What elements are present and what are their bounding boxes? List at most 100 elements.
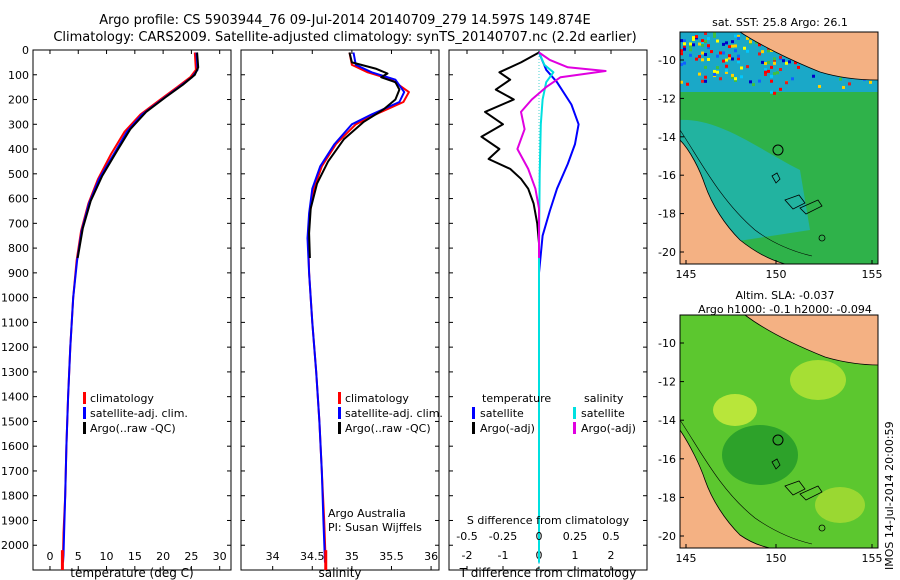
argo-float-marker <box>772 144 784 156</box>
sst-pixel <box>683 39 686 43</box>
sla-low-1 <box>722 425 798 485</box>
sst-pixel <box>728 45 731 49</box>
sst-pixel <box>683 42 686 46</box>
sst-pixel <box>740 75 743 79</box>
sst-pixel <box>704 53 707 57</box>
sst-pixel <box>707 44 710 48</box>
depth-tick-label: 1000 <box>1 292 29 305</box>
sst-pixel <box>794 61 797 65</box>
depth-tick-label: 1800 <box>1 490 29 503</box>
sst-pixel <box>737 60 740 64</box>
depth-tick-label: 1200 <box>1 341 29 354</box>
figure-title-line1: Argo profile: CS 5903944_76 09-Jul-2014 … <box>99 13 590 28</box>
sst-pixel <box>737 57 740 61</box>
sst-pixel <box>701 43 704 47</box>
sst-pixel <box>710 50 713 54</box>
sst-pixel <box>773 91 776 95</box>
sst-pixel <box>839 77 842 81</box>
sst-pixel <box>737 34 740 38</box>
legend-swatch-s-argo <box>573 422 576 434</box>
x-tick-label: 20 <box>156 550 170 563</box>
sst-reef-1 <box>771 172 823 215</box>
series-line-s-argo-adj- <box>516 51 607 258</box>
x-tick-label: 15 <box>128 550 142 563</box>
sst-pixel <box>704 65 707 69</box>
depth-tick-label: 1300 <box>1 366 29 379</box>
s-tick-label: -0.5 <box>456 530 477 543</box>
sst-pixel <box>704 32 707 35</box>
depth-tick-label: 1400 <box>1 391 29 404</box>
sst-pixel <box>695 57 698 61</box>
sst-depth-contour <box>680 129 813 257</box>
sst-pixel <box>701 79 704 83</box>
map-y-tick-label: -12 <box>658 92 676 105</box>
legend-label-argo: Argo(..raw -QC) <box>345 422 431 435</box>
temperature-lines <box>60 52 200 570</box>
argo-australia-label: Argo Australia <box>328 507 406 520</box>
sst-pixel <box>842 85 845 89</box>
sst-pixel <box>779 55 782 59</box>
sst-pixel <box>731 57 734 61</box>
sst-pixel <box>707 37 710 41</box>
sst-pixel <box>782 59 785 63</box>
t-difference-xlabel: T difference from climatology <box>459 566 637 580</box>
series-line-satellite-adj-clim- <box>306 52 406 563</box>
sst-pixel <box>722 59 725 63</box>
depth-tick-label: 1600 <box>1 440 29 453</box>
sst-small-marker <box>818 234 826 242</box>
sst-pixel <box>746 49 749 53</box>
x-tick-label: 34.5 <box>300 550 325 563</box>
temperature-axis: 0 5 10 15 20 25 30 <box>46 50 227 570</box>
sst-pixel <box>680 63 683 67</box>
depth-tick-label: 900 <box>8 267 29 280</box>
sst-pixel <box>689 53 692 57</box>
sst-pixel <box>731 75 734 79</box>
sst-pixel <box>761 50 764 54</box>
sst-pixel <box>758 79 761 83</box>
sst-pixel <box>869 80 872 84</box>
depth-tick-label: 1100 <box>1 316 29 329</box>
legend-swatch-satellite-adj <box>83 407 86 419</box>
sla-map-title-line2: Argo h1000: -0.1 h2000: -0.094 <box>698 303 872 316</box>
sst-pixel <box>749 40 752 44</box>
depth-tick-label: 100 <box>8 69 29 82</box>
sst-pixel <box>788 60 791 64</box>
x-tick-label: 35 <box>345 550 359 563</box>
sst-pixel <box>683 45 686 49</box>
map-x-tick-label: 145 <box>676 552 697 565</box>
sst-pixel <box>713 69 716 73</box>
sst-pixel <box>812 74 815 78</box>
sst-land-australia <box>680 139 786 264</box>
legend-label-argo: Argo(..raw -QC) <box>90 422 176 435</box>
sst-pixel <box>779 87 782 91</box>
sst-pixel <box>698 55 701 59</box>
sst-pixel <box>791 77 794 81</box>
s-tick-label: 0.25 <box>563 530 588 543</box>
x-tick-label: 34 <box>266 550 280 563</box>
sst-pixel <box>716 70 719 74</box>
sst-pixel <box>797 65 800 69</box>
depth-axis: 0 100 200 300 400 500 600 700 800 900 1000 1100 1200… <box>1 44 231 552</box>
sst-pixel <box>725 68 728 72</box>
map-y-tick-label: -18 <box>658 208 676 221</box>
sst-pixel <box>734 77 737 81</box>
legend-swatch-climatology <box>83 392 86 404</box>
sst-pixel <box>722 42 725 46</box>
legend-title-temperature: temperature <box>482 392 551 405</box>
figure-title-line2: Climatology: CARS2009. Satellite-adjuste… <box>53 30 636 45</box>
sst-pixel <box>770 79 773 83</box>
sst-pixel <box>728 56 731 60</box>
sst-pixel <box>785 61 788 65</box>
x-tick-label: 36 <box>424 550 438 563</box>
sst-pixel <box>848 82 851 86</box>
sst-map-frame <box>679 31 879 265</box>
difference-legend: temperature satellite Argo(-adj) salinit… <box>472 392 636 435</box>
difference-panel: -2 -1 0 1 2 S difference from climatology -0… <box>448 49 648 580</box>
series-line-argo-raw-qc- <box>308 52 401 259</box>
s-difference-label: S difference from climatology <box>467 514 630 527</box>
sst-pixel <box>722 51 725 55</box>
sla-small-marker <box>818 524 826 532</box>
